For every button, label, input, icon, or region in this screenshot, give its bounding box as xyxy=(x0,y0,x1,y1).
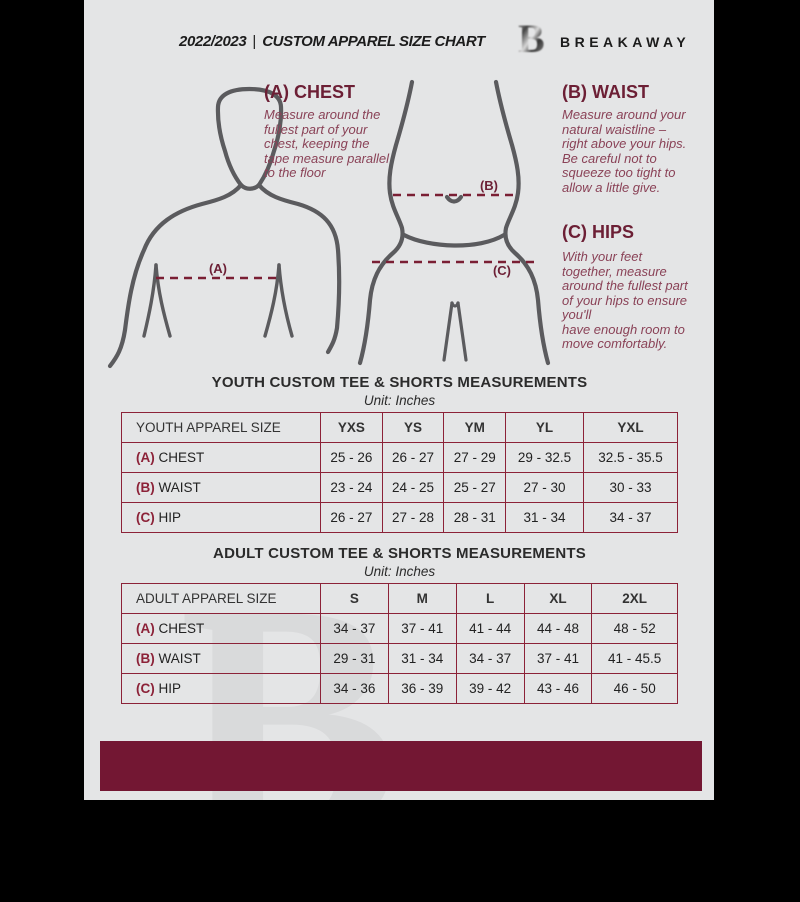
svg-text:(C): (C) xyxy=(493,263,511,278)
svg-text:(B): (B) xyxy=(480,178,498,193)
svg-text:(A): (A) xyxy=(209,261,227,276)
